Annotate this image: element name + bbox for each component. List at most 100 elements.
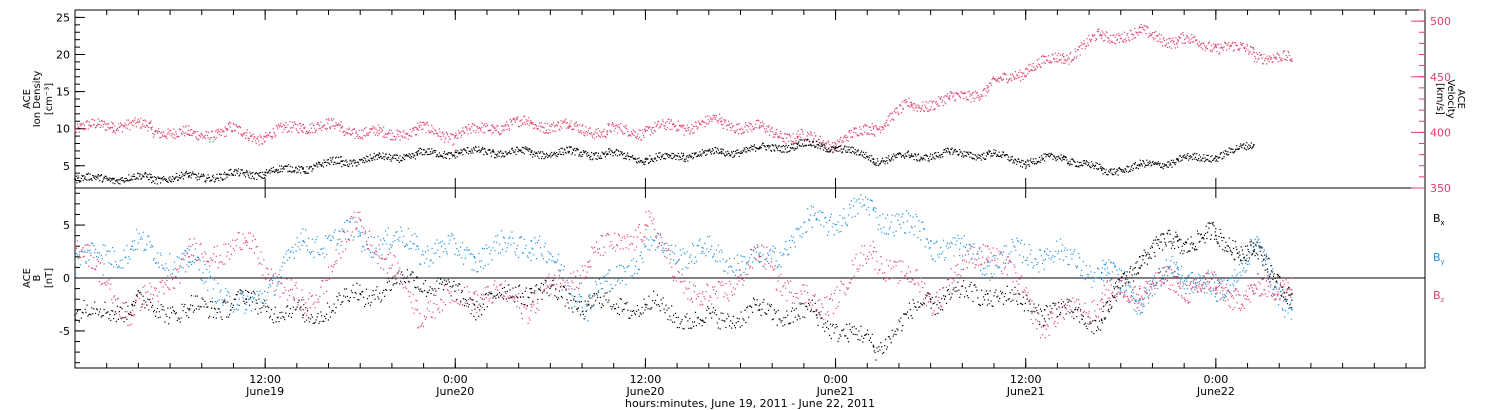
dot-density <box>187 176 190 178</box>
dot-density <box>872 162 874 164</box>
dot-velocity <box>527 120 529 122</box>
dot-density <box>575 147 577 150</box>
dot-velocity <box>649 134 652 136</box>
dot-By <box>678 258 680 261</box>
dot-By <box>81 250 83 253</box>
dot-By <box>537 241 539 244</box>
dot-velocity <box>1120 37 1122 40</box>
dot-velocity <box>632 133 634 135</box>
dot-velocity <box>251 135 253 137</box>
dot-density <box>474 149 476 151</box>
dot-density <box>1034 162 1036 165</box>
dot-density <box>867 159 870 161</box>
dot-velocity <box>1060 58 1062 60</box>
dot-velocity <box>1014 70 1017 73</box>
dot-density <box>516 147 518 149</box>
dot-density <box>211 175 214 178</box>
dot-By <box>635 260 638 262</box>
dot-velocity <box>760 121 762 124</box>
dot-density <box>850 152 852 154</box>
dot-density <box>244 172 246 174</box>
dot-velocity <box>258 140 260 142</box>
dot-velocity <box>528 124 531 126</box>
dot-velocity <box>313 127 316 129</box>
dot-By <box>929 247 931 249</box>
dot-velocity <box>1089 38 1091 40</box>
dot-By <box>923 228 926 231</box>
dot-By <box>508 237 510 240</box>
dot-By <box>830 213 833 215</box>
dot-density <box>1175 158 1178 160</box>
dot-density <box>301 168 304 170</box>
dot-density <box>644 163 646 166</box>
dot-velocity <box>826 142 828 144</box>
dot-density <box>688 154 690 157</box>
dot-velocity <box>368 132 370 134</box>
dot-density <box>278 171 280 173</box>
dot-velocity <box>272 128 274 130</box>
dot-velocity <box>664 125 666 127</box>
dot-velocity <box>122 125 124 127</box>
dot-By <box>699 238 701 240</box>
dot-velocity <box>700 124 702 126</box>
dot-By <box>823 226 825 228</box>
dot-By <box>703 252 705 255</box>
dot-velocity <box>290 127 292 129</box>
dot-By <box>600 288 602 290</box>
dot-density <box>120 178 122 180</box>
dot-density <box>274 169 276 171</box>
dot-density <box>431 148 433 150</box>
dot-density <box>1059 158 1062 160</box>
dot-density <box>497 153 499 155</box>
dot-By <box>214 301 216 303</box>
dot-velocity <box>681 127 683 129</box>
dot-By <box>276 285 278 287</box>
dot-By <box>706 248 708 250</box>
dot-density <box>999 155 1001 157</box>
dot-velocity <box>990 84 993 86</box>
dot-density <box>1013 160 1015 162</box>
dot-velocity <box>1121 33 1123 35</box>
dot-density <box>752 149 754 151</box>
dot-By <box>358 230 360 232</box>
dot-density <box>751 148 753 150</box>
dot-By <box>103 263 105 265</box>
dot-velocity <box>958 95 960 97</box>
dot-density <box>159 182 162 184</box>
dot-velocity <box>582 131 584 133</box>
dot-density <box>543 158 545 160</box>
dot-velocity <box>743 132 745 134</box>
dot-density <box>896 156 898 158</box>
dot-density <box>758 148 761 150</box>
dot-density <box>234 174 236 176</box>
dot-density <box>1180 156 1183 159</box>
dot-density <box>190 177 192 179</box>
dot-velocity <box>795 142 797 144</box>
dot-By <box>789 247 792 249</box>
dot-density <box>940 153 942 156</box>
dot-velocity <box>992 77 994 79</box>
dot-velocity <box>341 126 343 128</box>
dot-velocity <box>1042 55 1045 57</box>
dot-velocity <box>163 135 165 137</box>
dot-velocity <box>635 137 638 139</box>
dot-velocity <box>391 132 394 134</box>
dot-velocity <box>218 134 221 136</box>
dot-velocity <box>532 123 534 125</box>
dot-density <box>1082 164 1084 167</box>
dot-velocity <box>325 128 327 130</box>
dot-density <box>639 160 641 162</box>
dot-density <box>681 158 683 160</box>
dot-By <box>133 240 136 242</box>
dot-By <box>750 248 752 251</box>
dot-density <box>258 175 260 177</box>
dot-By <box>585 303 587 305</box>
dot-density <box>931 154 934 156</box>
dot-velocity <box>903 100 905 102</box>
dot-density <box>606 153 608 155</box>
dot-velocity <box>105 124 107 126</box>
dot-velocity <box>1106 36 1109 39</box>
dot-velocity <box>394 139 396 141</box>
dot-velocity <box>192 132 194 134</box>
